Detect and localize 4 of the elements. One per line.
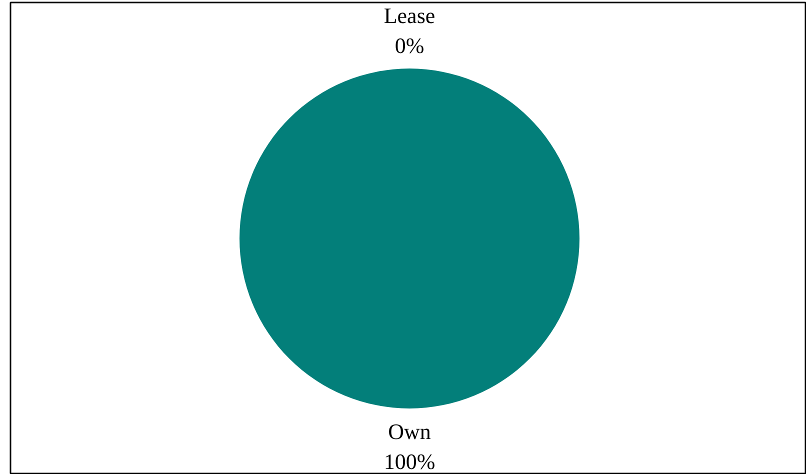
- slice-label: Own: [388, 419, 431, 444]
- data-label: 100%: [384, 449, 436, 474]
- category-label: Lease: [384, 3, 436, 28]
- text: 0%: [394, 33, 424, 58]
